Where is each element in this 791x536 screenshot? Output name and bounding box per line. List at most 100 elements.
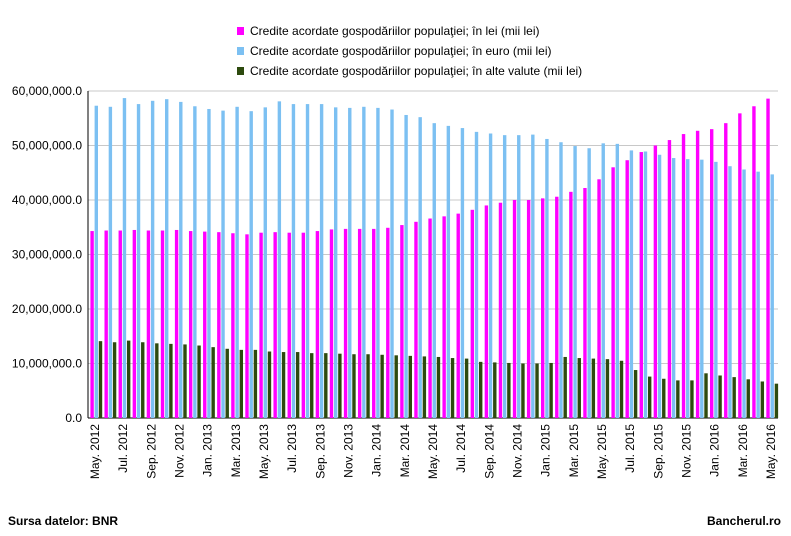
bar-euro [333, 107, 338, 418]
bar-other [112, 342, 117, 418]
bar-lei [498, 202, 503, 418]
bar-other [253, 349, 258, 418]
bar-other [225, 348, 229, 418]
bar-lei [442, 216, 446, 418]
bar-euro [601, 143, 605, 418]
bar-euro [136, 104, 141, 418]
y-tick-label: 30,000,000.0 [12, 248, 82, 262]
bar-lei [583, 188, 587, 418]
x-tick-label: Jan. 2015 [539, 424, 553, 477]
bar-lei [132, 229, 137, 418]
x-tick-label: Sep. 2013 [313, 424, 327, 479]
bar-lei [104, 230, 108, 418]
bar-euro [756, 171, 760, 418]
bar-lei [526, 200, 531, 418]
bar-euro [460, 128, 465, 418]
bar-other [126, 340, 131, 418]
bar-lei [146, 230, 151, 418]
bar-other [155, 343, 159, 418]
bar-euro [545, 138, 549, 418]
bar-euro [348, 107, 352, 419]
bar-other [633, 370, 638, 418]
legend-swatch-euro [237, 47, 244, 55]
bar-other [324, 353, 328, 418]
legend-item-other: Credite acordate gospodăriilor populaţie… [237, 61, 582, 81]
bar-euro [573, 146, 577, 419]
bar-euro [714, 161, 718, 418]
bar-lei [217, 232, 221, 418]
bar-euro [179, 101, 183, 419]
x-tick-label: Nov. 2012 [173, 424, 187, 478]
bar-euro [629, 150, 634, 418]
bar-euro [587, 148, 591, 418]
y-tick-label: 20,000,000.0 [12, 302, 82, 316]
bar-euro [728, 166, 732, 418]
bar-other [690, 380, 694, 418]
brand-label: Bancherul.ro [706, 514, 781, 528]
bar-other [760, 381, 765, 418]
bar-other [732, 377, 736, 418]
bar-lei [653, 145, 658, 418]
bar-euro [657, 154, 662, 418]
x-tick-label: May. 2012 [88, 424, 102, 479]
legend-label-euro: Credite acordate gospodăriilor populaţie… [250, 44, 552, 58]
bar-lei [484, 205, 489, 418]
bar-lei [639, 152, 643, 419]
bar-other [591, 358, 596, 418]
bar-lei [428, 218, 432, 418]
bar-other [352, 354, 356, 418]
x-tick-label: Sep. 2014 [482, 424, 496, 479]
bar-other [605, 359, 610, 418]
legend-swatch-other [237, 67, 244, 75]
bar-other [676, 380, 680, 418]
bar-other [295, 352, 300, 418]
bar-euro [432, 123, 436, 418]
bar-lei [231, 233, 235, 418]
x-tick-label: May. 2013 [257, 424, 271, 479]
bar-other [662, 378, 666, 418]
bar-lei [414, 221, 418, 418]
bar-other [774, 383, 779, 418]
x-tick-label: Mar. 2013 [229, 424, 243, 478]
y-tick-label: 10,000,000.0 [12, 357, 82, 371]
bar-euro [390, 109, 394, 418]
bar-other [549, 362, 553, 418]
bar-euro [94, 105, 98, 418]
bar-other [169, 343, 173, 418]
bar-lei [259, 232, 263, 418]
bar-lei [203, 231, 207, 418]
bar-euro [517, 135, 521, 418]
x-tick-label: Jul. 2015 [623, 424, 637, 473]
legend-swatch-lei [237, 27, 244, 35]
bar-other [141, 342, 145, 418]
bar-other [563, 356, 567, 418]
bar-euro [165, 99, 169, 419]
bar-lei [597, 179, 601, 418]
bar-other [98, 341, 103, 418]
bar-euro [404, 114, 408, 418]
bar-other [366, 354, 370, 418]
bar-other [281, 352, 286, 418]
x-tick-label: Mar. 2015 [567, 424, 581, 478]
bar-lei [738, 113, 742, 418]
data-source-note: Sursa datelor: BNR [8, 514, 119, 528]
bar-euro [263, 107, 267, 418]
bar-euro [305, 104, 310, 418]
bar-other [521, 363, 525, 418]
bar-other [464, 358, 469, 418]
bar-lei [470, 209, 475, 418]
bar-other [380, 354, 384, 418]
bar-other [479, 361, 483, 418]
bar-lei [512, 200, 517, 418]
bar-lei [160, 230, 165, 418]
bar-other [183, 344, 187, 418]
bar-euro [235, 106, 239, 419]
x-tick-label: Sep. 2015 [651, 424, 665, 479]
y-tick-label: 0.0 [65, 411, 82, 425]
bar-euro [221, 110, 225, 419]
bar-lei [724, 123, 728, 418]
bar-other [718, 375, 722, 418]
y-tick-label: 40,000,000.0 [12, 193, 82, 207]
x-tick-label: Jan. 2016 [708, 424, 722, 477]
